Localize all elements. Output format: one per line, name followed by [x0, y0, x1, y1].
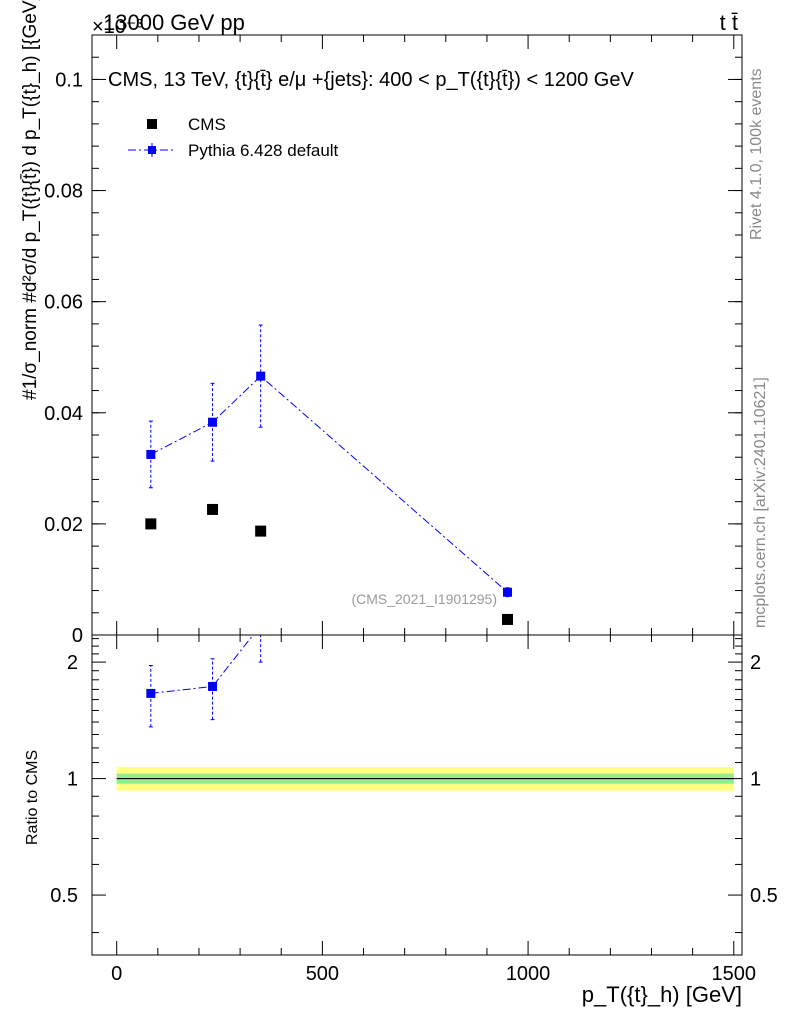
main-marks — [145, 324, 514, 625]
ratio-panel-frame — [91, 634, 743, 956]
main-y-tick-label: 0.02 — [44, 514, 83, 536]
pythia-point — [208, 417, 218, 427]
ratio-y-tick-label-right: 2 — [750, 652, 761, 674]
pythia-point — [503, 587, 513, 597]
rivet-label: Rivet 4.1.0, 100k events — [748, 68, 765, 240]
process-label: t t̄ — [720, 10, 738, 35]
ratio-axes: 0.5 0.5 1 1 2 2 0 500 1000 1500 — [50, 635, 778, 985]
pythia-point — [256, 371, 266, 381]
cms-point — [145, 518, 157, 530]
ratio-ylabel: Ratio to CMS — [24, 750, 41, 845]
chart-title-text: CMS, 13 TeV, {t}{t̄} e/μ +{jets}: 400 < … — [108, 69, 634, 91]
energy-label: 13000 GeV pp — [103, 10, 245, 35]
ratio-y-tick-label-right: 1 — [750, 769, 761, 791]
ratio-pythia-line — [150, 635, 254, 694]
pythia-line — [150, 375, 508, 593]
chart-title: CMS, 13 TeV, {t}{t̄} e/μ +{jets}: 400 < … — [108, 69, 634, 91]
main-y-tick-label: 0.04 — [44, 403, 83, 425]
legend-marker-cms — [147, 119, 157, 129]
exponent-label: ×10⁻³ — [92, 16, 143, 38]
ratio-y-tick-label: 1 — [67, 769, 78, 791]
analysis-watermark: (CMS_2021_I1901295) — [351, 591, 497, 607]
main-y-tick-label: 0.08 — [44, 181, 83, 203]
cms-point — [502, 613, 514, 625]
legend-marker-pythia — [148, 146, 156, 154]
x-tick-label: 500 — [306, 963, 339, 985]
ratio-y-tick-label: 0.5 — [50, 885, 78, 907]
cms-point — [255, 525, 267, 537]
legend-label-pythia: Pythia 6.428 default — [188, 141, 339, 160]
legend-label-cms: CMS — [188, 115, 226, 134]
x-tick-label: 1500 — [712, 963, 757, 985]
ratio-marks — [146, 621, 265, 728]
xlabel: p_T({t}_h) [GeV] — [582, 982, 742, 1007]
mcplots-label: mcplots.cern.ch [arXiv:2401.10621] — [752, 377, 769, 628]
xlabel-text: p_T({t}_h) [GeV] — [582, 982, 742, 1007]
x-tick-label: 1000 — [506, 963, 551, 985]
main-ylabel-text: #1/σ_norm #d²σ/d p_T({t}{t̄}) d p_T({t}_… — [20, 0, 41, 400]
cms-point — [207, 503, 219, 515]
ratio-y-tick-label-right: 0.5 — [750, 885, 778, 907]
ratio-pythia-point — [146, 688, 156, 698]
ratio-band — [116, 767, 734, 791]
main-y-tick-label: 0.06 — [44, 292, 83, 314]
main-y-tick-label: 0 — [72, 625, 83, 647]
main-y-tick-label: 0.1 — [55, 69, 83, 91]
pythia-point — [146, 449, 156, 459]
ratio-pythia-point — [208, 681, 218, 691]
main-ylabel: #1/σ_norm #d²σ/d p_T({t}{t̄}) d p_T({t}_… — [20, 0, 41, 400]
x-tick-label: 0 — [111, 963, 122, 985]
legend: CMS Pythia 6.428 default — [128, 115, 339, 160]
ratio-y-tick-label: 2 — [67, 652, 78, 674]
ratio-pythia-point — [256, 621, 265, 630]
main-axes: 0 0.02 0.04 0.06 0.08 0.1 — [44, 34, 742, 647]
